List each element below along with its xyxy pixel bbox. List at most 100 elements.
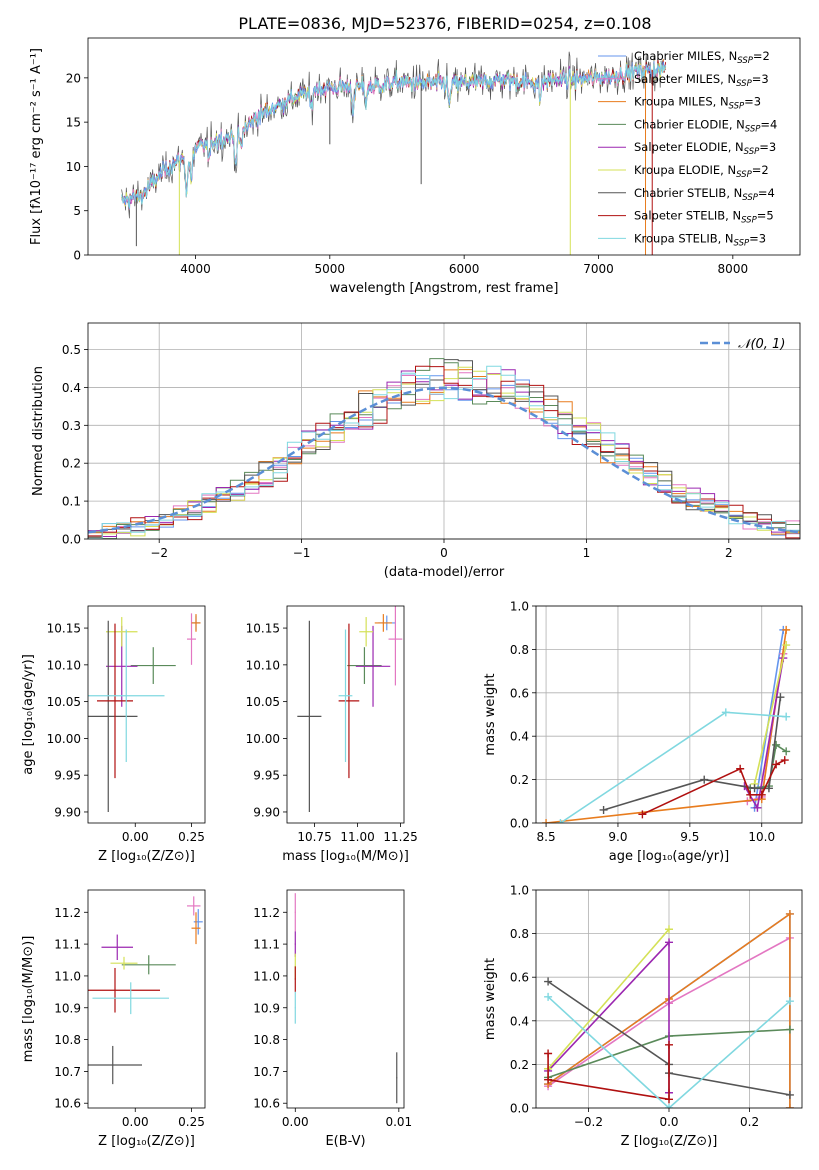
- y-tick-label: 10.6: [253, 1097, 280, 1111]
- y-tick-label: 9.95: [54, 769, 81, 783]
- x-tick-label: 8000: [718, 262, 749, 276]
- y-tick-label: 10.15: [246, 622, 280, 636]
- plot-area-age_vs_z: [88, 613, 201, 812]
- spectrum-line-salpeter_elodie: [121, 61, 667, 205]
- y-tick-label: 10.6: [54, 1097, 81, 1111]
- weight-marker-salpeter_elodie: [753, 803, 762, 812]
- x-tick-label: 5000: [315, 262, 346, 276]
- axes-frame: [535, 889, 803, 1109]
- x-tick-label: 11.25: [383, 830, 417, 844]
- weight-marker-kroupa_elodie: [782, 641, 791, 650]
- weight-marker-salpeter_stelib: [757, 790, 766, 799]
- axes-frame: [87, 889, 206, 1109]
- x-tick-label: 1: [583, 546, 591, 560]
- y-tick-label: 0.4: [510, 1014, 529, 1028]
- weight-marker-salpeter_stelib: [544, 1049, 553, 1058]
- x-axis-label: E(B-V): [325, 1134, 365, 1149]
- plot-area-mass_vs_ebv: [294, 893, 398, 1104]
- weight-marker-salpeter_stelib: [638, 810, 647, 819]
- weight-marker-kroupa_miles: [785, 1104, 794, 1108]
- figure-title: PLATE=0836, MJD=52376, FIBERID=0254, z=0…: [238, 14, 651, 33]
- weight-line-salpeter_stelib: [547, 1044, 670, 1101]
- weight-marker-kroupa_miles: [785, 909, 794, 918]
- spectrum-line-kroupa_stelib: [121, 61, 667, 209]
- axes-frame: [286, 889, 405, 1109]
- weight-marker-salpeter_stelib: [665, 1095, 673, 1104]
- x-tick-label: 9.5: [680, 830, 699, 844]
- y-tick-label: 15: [66, 116, 81, 130]
- panel-age_vs_mass: 10.75 11.00 11.25 9.90 9.95 10.00 10.05 10.10 10…: [246, 605, 418, 864]
- y-tick-label: 20: [66, 71, 81, 85]
- y-tick-label: 10.9: [54, 1001, 81, 1015]
- histogram-kroupa_stelib: [88, 365, 800, 539]
- y-tick-label: 0.5: [62, 343, 81, 357]
- legend-label-salpeter_miles: Salpeter MILES, NSSP=3: [634, 72, 769, 89]
- x-tick-label: 0.2: [740, 1115, 759, 1129]
- x-tick-label: 7000: [583, 262, 614, 276]
- y-tick-label: 10.15: [47, 622, 81, 636]
- x-tick-label: 0.25: [178, 830, 205, 844]
- y-tick-label: 0.8: [510, 643, 529, 657]
- y-tick-label: 10.05: [47, 695, 81, 709]
- y-axis-label: mass weight: [483, 958, 498, 1040]
- weight-marker-chabrier_elodie: [785, 1025, 794, 1034]
- plot-area-spectrum: [121, 51, 667, 255]
- weight-marker-kroupa_stelib: [665, 1104, 673, 1108]
- y-tick-label: 0.0: [62, 533, 81, 547]
- plot-area-weight_vs_age: [542, 625, 791, 823]
- y-tick-label: 0.3: [62, 419, 81, 433]
- x-tick-label: 0.00: [122, 1115, 149, 1129]
- legend-label-salpeter_stelib: Salpeter STELIB, NSSP=5: [634, 209, 774, 226]
- y-tick-label: 10: [66, 160, 81, 174]
- axes-frame: [286, 605, 405, 824]
- weight-marker-chabrier_stelib: [599, 805, 608, 814]
- weight-marker-chabrier_stelib: [764, 784, 773, 793]
- y-tick-label: 10.00: [246, 732, 280, 746]
- x-axis-label: mass [log₁₀(M/M⊙)]: [282, 849, 409, 864]
- y-axis-label: mass [log₁₀(M/M⊙)]: [21, 936, 36, 1063]
- y-tick-label: 0.0: [510, 1102, 529, 1116]
- weight-marker-chabrier_stelib: [776, 693, 785, 702]
- x-tick-label: −1: [293, 546, 311, 560]
- plot-area-mass_vs_z: [88, 896, 203, 1085]
- legend-label-gaussian: 𝒩(0, 1): [738, 337, 785, 352]
- x-axis-label: Z [log₁₀(Z/Z⊙)]: [98, 849, 195, 864]
- weight-marker-salpeter_elodie: [665, 938, 673, 947]
- y-tick-label: 9.90: [253, 805, 280, 819]
- axes-frame: [87, 605, 206, 824]
- panel-weight_vs_age: 8.5 9.0 9.5 10.0 0.0 0.2 0.4 0.6 0.8 1.0 age [log₁…: [483, 600, 803, 864]
- weight-marker-chabrier_stelib: [700, 775, 709, 784]
- y-tick-label: 0.2: [510, 773, 529, 787]
- panel-age_vs_z: 0.00 0.25 9.90 9.95 10.00 10.05 10.10 10.15 Z [l…: [21, 605, 206, 864]
- y-tick-label: 1.0: [510, 884, 529, 898]
- y-axis-label: Normed distribution: [31, 366, 46, 496]
- weight-marker-salpeter_stelib: [746, 790, 755, 799]
- weight-marker-chabrier_stelib: [750, 784, 759, 793]
- y-tick-label: 10.9: [253, 1001, 280, 1015]
- y-tick-label: 10.8: [54, 1033, 81, 1047]
- x-tick-label: 11.00: [340, 830, 374, 844]
- y-tick-label: 0.1: [62, 495, 81, 509]
- weight-line-kroupa_stelib: [559, 711, 787, 823]
- weight-marker-kroupa_miles: [542, 819, 551, 823]
- y-tick-label: 0: [73, 249, 81, 263]
- weight-marker-chabrier_stelib: [785, 1090, 794, 1099]
- y-tick-label: 11.1: [54, 938, 81, 952]
- axes-frame: [87, 322, 801, 540]
- y-tick-label: 0.6: [510, 686, 529, 700]
- x-tick-label: 0: [440, 546, 448, 560]
- y-axis-label: mass weight: [483, 673, 498, 755]
- axes-frame: [535, 605, 803, 824]
- y-tick-label: 11.0: [253, 969, 280, 983]
- gaussian-curve: [88, 386, 800, 534]
- axes-frame: [87, 37, 801, 256]
- y-tick-label: 11.2: [253, 906, 280, 920]
- y-tick-label: 0.0: [510, 817, 529, 831]
- panel-weight_vs_z: −0.2 0.0 0.2 0.0 0.2 0.4 0.6 0.8 1.0 Z [log₁₀(Z/Z…: [483, 884, 803, 1149]
- y-tick-label: 11.0: [54, 969, 81, 983]
- weight-line-kroupa_elodie: [753, 644, 787, 785]
- plot-area-residuals: [88, 358, 800, 539]
- weight-marker-kroupa_stelib: [556, 819, 565, 823]
- x-tick-label: 2: [725, 546, 733, 560]
- y-tick-label: 0.6: [510, 971, 529, 985]
